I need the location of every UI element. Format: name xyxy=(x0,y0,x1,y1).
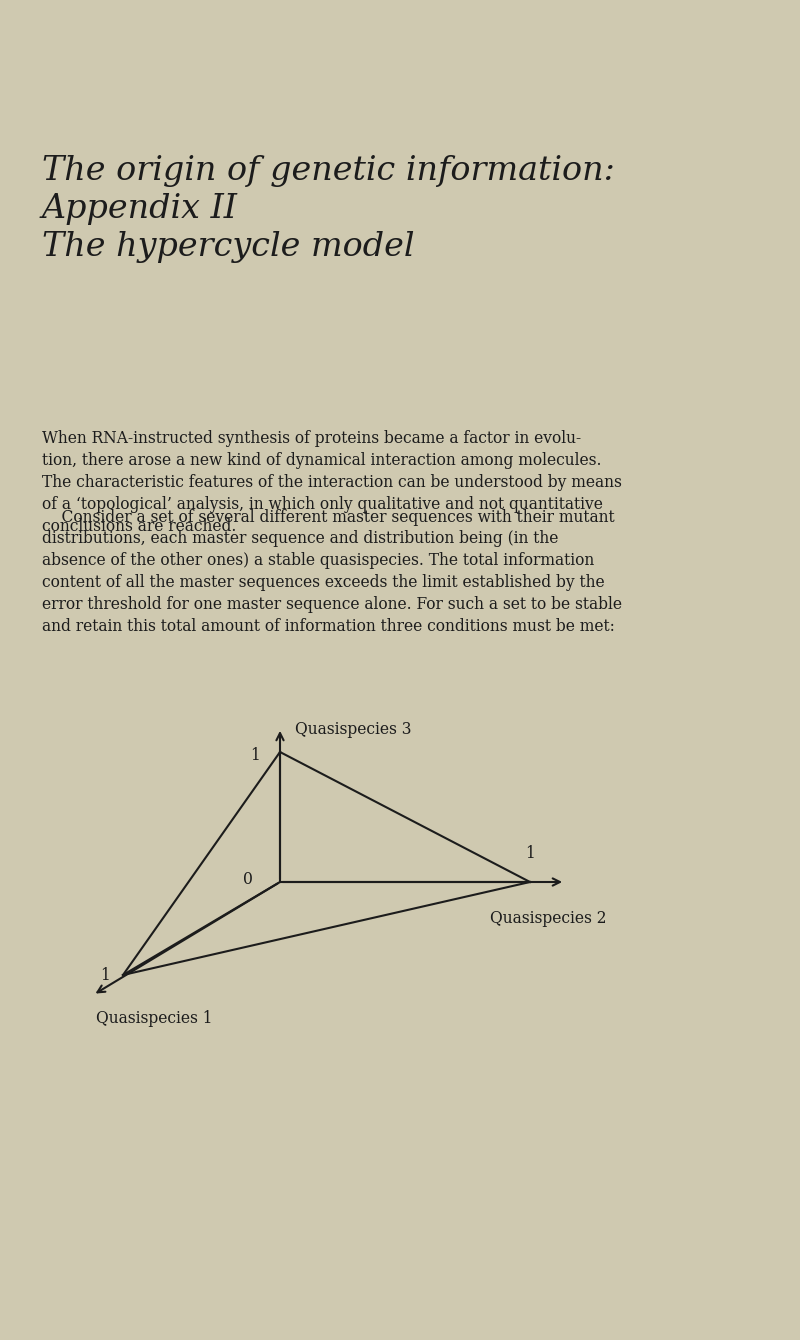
Text: The hypercycle model: The hypercycle model xyxy=(42,230,414,263)
Text: 0: 0 xyxy=(243,871,253,888)
Text: Consider a set of several different master sequences with their mutant
distribut: Consider a set of several different mast… xyxy=(42,508,622,635)
Text: 1: 1 xyxy=(100,966,110,984)
Text: Quasispecies 2: Quasispecies 2 xyxy=(490,910,606,927)
Text: Quasispecies 1: Quasispecies 1 xyxy=(96,1010,213,1026)
Text: Quasispecies 3: Quasispecies 3 xyxy=(295,721,411,738)
Text: The origin of genetic information:: The origin of genetic information: xyxy=(42,155,615,188)
Text: When RNA-instructed synthesis of proteins became a factor in evolu-
tion, there : When RNA-instructed synthesis of protein… xyxy=(42,430,622,535)
Text: 1: 1 xyxy=(525,846,535,862)
Text: 1: 1 xyxy=(250,746,260,764)
Text: Appendix II: Appendix II xyxy=(42,193,238,225)
